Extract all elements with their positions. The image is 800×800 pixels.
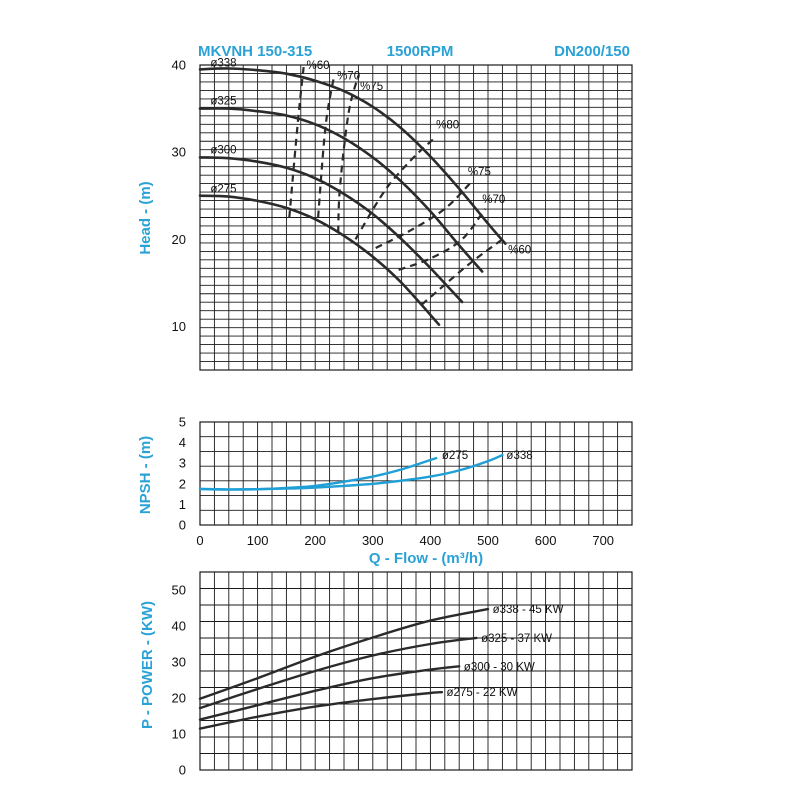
head-panel: 10 20 30 40 Head - (m) ø338 ø325 ø300 ø275 %60 %70… bbox=[137, 57, 633, 371]
curve-label: %75 bbox=[360, 81, 383, 93]
curve-label: %70 bbox=[482, 194, 505, 206]
power-panel: 0 10 20 30 40 50 P - POWER - (KW) ø338 - 45 KW ø… bbox=[139, 571, 633, 778]
flange-title: DN200/150 bbox=[554, 43, 630, 60]
efficiency-line bbox=[398, 208, 486, 271]
y-tick-label: 20 bbox=[172, 691, 186, 706]
y-tick-label: 1 bbox=[179, 497, 186, 512]
x-tick-label: 200 bbox=[304, 533, 326, 548]
y-tick-label: 4 bbox=[179, 435, 186, 450]
curve-label: ø325 - 37 KW bbox=[481, 633, 552, 645]
curve-label: %60 bbox=[508, 245, 531, 257]
x-tick-label: 400 bbox=[420, 533, 442, 548]
x-tick-label: 500 bbox=[477, 533, 499, 548]
curve-label: ø275 bbox=[210, 184, 236, 196]
series-curve bbox=[198, 194, 441, 326]
model-title: MKVNH 150-315 bbox=[198, 43, 312, 60]
efficiency-line bbox=[317, 75, 336, 218]
y-tick-label: 10 bbox=[172, 319, 186, 334]
y-tick-label: 0 bbox=[179, 763, 186, 778]
series-curve bbox=[198, 691, 444, 730]
series-curve bbox=[198, 156, 464, 304]
efficiency-line bbox=[375, 181, 472, 249]
x-tick-label: 700 bbox=[592, 533, 614, 548]
npsh-panel: 0 1 2 3 4 5 NPSH - (m) 0 100 200 300 400 500 600 700 Q … bbox=[137, 415, 633, 567]
series-curve bbox=[198, 607, 490, 700]
curve-label: ø338 bbox=[210, 57, 236, 69]
y-tick-label: 30 bbox=[172, 655, 186, 670]
curve-label: ø338 - 45 KW bbox=[493, 604, 564, 616]
plot-frame bbox=[199, 421, 633, 526]
y-tick-label: 40 bbox=[172, 58, 186, 73]
series-curve bbox=[198, 67, 507, 245]
y-tick-label: 2 bbox=[179, 476, 186, 491]
plot-frame bbox=[199, 571, 633, 771]
y-tick-label: 30 bbox=[172, 145, 186, 160]
y-tick-label: 50 bbox=[172, 583, 186, 598]
y-tick-label: 3 bbox=[179, 456, 186, 471]
curve-label: %75 bbox=[468, 166, 491, 178]
series-curve bbox=[198, 456, 438, 491]
x-tick-label: 600 bbox=[535, 533, 557, 548]
efficiency-line bbox=[288, 66, 305, 218]
speed-title: 1500RPM bbox=[387, 43, 454, 60]
curve-label: ø338 bbox=[506, 450, 532, 462]
series-curve bbox=[198, 665, 461, 721]
x-axis-label: Q - Flow - (m³/h) bbox=[369, 550, 483, 567]
curve-label: ø325 bbox=[210, 96, 236, 108]
y-axis-label: NPSH - (m) bbox=[137, 436, 154, 514]
curve-label: %70 bbox=[337, 70, 360, 82]
y-tick-label: 20 bbox=[172, 232, 186, 247]
y-tick-label: 40 bbox=[172, 619, 186, 634]
curve-label: ø300 bbox=[210, 145, 236, 157]
y-axis-label: P - POWER - (KW) bbox=[139, 601, 156, 729]
series-curve bbox=[198, 107, 484, 273]
y-tick-label: 10 bbox=[172, 727, 186, 742]
curve-label: %60 bbox=[307, 60, 330, 72]
curve-label: ø300 - 30 KW bbox=[464, 661, 535, 673]
series-curve bbox=[198, 453, 504, 491]
y-tick-label: 5 bbox=[179, 415, 186, 430]
y-axis-label: Head - (m) bbox=[137, 181, 154, 254]
curve-label: ø275 bbox=[442, 450, 468, 462]
series-curve bbox=[198, 636, 478, 710]
x-tick-label: 0 bbox=[196, 533, 203, 548]
curve-label: ø275 - 22 KW bbox=[447, 687, 518, 699]
efficiency-line bbox=[421, 238, 504, 306]
x-tick-label: 300 bbox=[362, 533, 384, 548]
x-tick-label: 100 bbox=[247, 533, 269, 548]
plot-frame bbox=[199, 64, 633, 371]
curve-label: %80 bbox=[436, 119, 459, 131]
y-tick-label: 0 bbox=[179, 518, 186, 533]
